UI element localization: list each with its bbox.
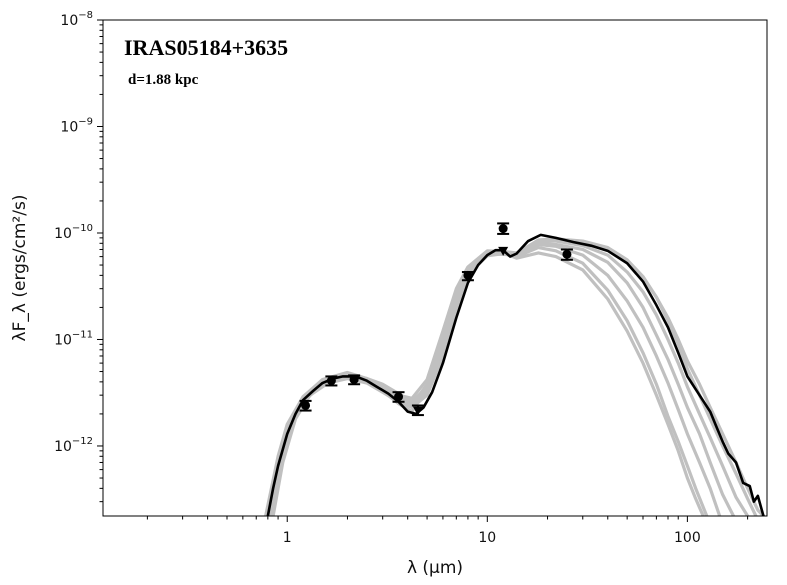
- y-tick-label: 10−9: [60, 116, 93, 135]
- data-point-6: [497, 222, 510, 235]
- y-tick-label: 10−8: [60, 10, 93, 29]
- y-tick-label: 10−12: [54, 436, 93, 455]
- y-tick-label: 10−10: [54, 223, 93, 242]
- x-tick-label: 100: [674, 530, 701, 546]
- data-point-2: [348, 374, 361, 386]
- x-axis-label: λ (μm): [407, 558, 463, 578]
- y-axis-label: λF_λ (ergs/cm²/s): [10, 195, 30, 342]
- data-point-0: [299, 399, 312, 412]
- data-marker: [562, 249, 572, 259]
- data-marker: [301, 400, 311, 410]
- chart-title: IRAS05184+3635: [124, 35, 288, 60]
- data-marker: [349, 375, 359, 385]
- data-point-7: [498, 246, 509, 256]
- data-point-3: [392, 391, 405, 403]
- x-tick-label: 1: [283, 530, 292, 546]
- y-axis-ticks: 10−12 10−11 10−10 10−9 10−8: [54, 10, 103, 503]
- upper-limit-marker: [498, 246, 509, 256]
- data-point-8: [560, 248, 573, 261]
- x-tick-label: 10: [478, 530, 496, 546]
- upper-limit-marker: [412, 406, 423, 416]
- chart-subtitle: d=1.88 kpc: [128, 72, 199, 88]
- data-point-4: [411, 404, 424, 417]
- data-point-1: [325, 375, 338, 387]
- data-marker: [326, 376, 336, 386]
- data-marker: [463, 270, 473, 280]
- data-marker: [498, 224, 508, 234]
- data-marker: [394, 392, 404, 402]
- plot-frame: [102, 19, 768, 517]
- x-axis-ticks: 1 10 100: [146, 516, 749, 546]
- data-point-5: [461, 270, 474, 282]
- observations: [299, 222, 573, 417]
- y-tick-label: 10−11: [54, 329, 93, 348]
